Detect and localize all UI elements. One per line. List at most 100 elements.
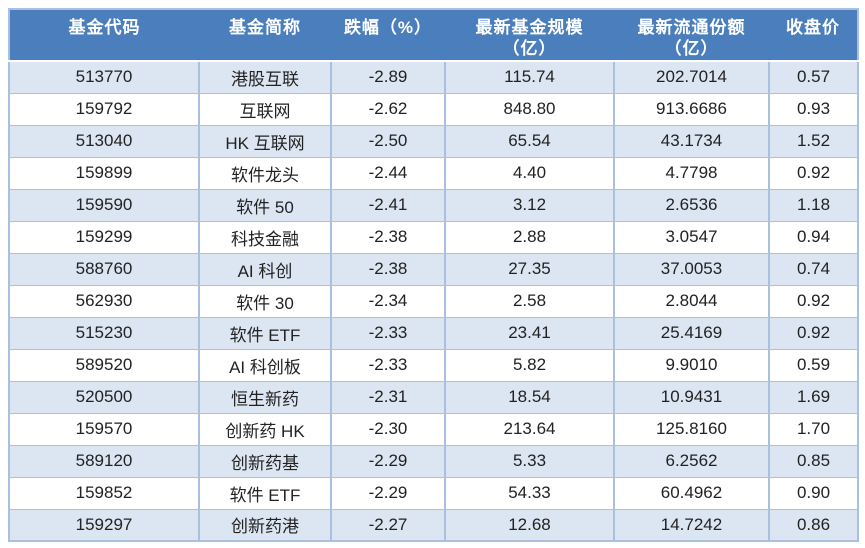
cell-fund-code: 159852 — [8, 476, 200, 510]
cell-decline-pct: -2.31 — [330, 380, 446, 414]
cell-close-price: 0.92 — [768, 156, 859, 190]
table-row: 589520 AI 科创板 -2.33 5.82 9.9010 0.59 — [8, 348, 859, 382]
cell-circulating-shares: 2.8044 — [613, 284, 770, 318]
cell-fund-code: 159792 — [8, 92, 200, 126]
cell-fund-code: 589520 — [8, 348, 200, 382]
cell-close-price: 0.74 — [768, 252, 859, 286]
cell-circulating-shares: 202.7014 — [613, 60, 770, 94]
cell-circulating-shares: 3.0547 — [613, 220, 770, 254]
cell-fund-name: 软件 30 — [198, 284, 332, 318]
cell-decline-pct: -2.89 — [330, 60, 446, 94]
table-row: 520500 恒生新药 -2.31 18.54 10.9431 1.69 — [8, 380, 859, 414]
cell-fund-size: 18.54 — [444, 380, 615, 414]
cell-decline-pct: -2.62 — [330, 92, 446, 126]
cell-close-price: 0.94 — [768, 220, 859, 254]
cell-circulating-shares: 9.9010 — [613, 348, 770, 382]
cell-close-price: 0.93 — [768, 92, 859, 126]
cell-circulating-shares: 6.2562 — [613, 444, 770, 478]
table-row: 159852 软件 ETF -2.29 54.33 60.4962 0.90 — [8, 476, 859, 510]
cell-fund-code: 159570 — [8, 412, 200, 446]
cell-fund-name: 软件 50 — [198, 188, 332, 222]
header-row: 基金代码 基金简称 跌幅（%） 最新基金规模 （亿） 最新流通份额 （ — [9, 9, 858, 62]
col-header-fund-size: 最新基金规模 （亿） — [445, 9, 614, 62]
cell-fund-code: 159899 — [8, 156, 200, 190]
cell-close-price: 0.92 — [768, 316, 859, 350]
table-row: 513770 港股互联 -2.89 115.74 202.7014 0.57 — [8, 60, 859, 94]
table-row: 515230 软件 ETF -2.33 23.41 25.4169 0.92 — [8, 316, 859, 350]
cell-decline-pct: -2.29 — [330, 444, 446, 478]
cell-close-price: 0.59 — [768, 348, 859, 382]
cell-fund-size: 65.54 — [444, 124, 615, 158]
cell-fund-size: 23.41 — [444, 316, 615, 350]
table-row: 159297 创新药港 -2.27 12.68 14.7242 0.86 — [8, 508, 859, 542]
cell-fund-size: 4.40 — [444, 156, 615, 190]
cell-fund-name: AI 科创板 — [198, 348, 332, 382]
col-header-fund-code: 基金代码 — [9, 9, 199, 62]
cell-fund-code: 159299 — [8, 220, 200, 254]
cell-fund-code: 513040 — [8, 124, 200, 158]
table-row: 159590 软件 50 -2.41 3.12 2.6536 1.18 — [8, 188, 859, 222]
cell-fund-name: 港股互联 — [198, 60, 332, 94]
cell-close-price: 1.18 — [768, 188, 859, 222]
cell-fund-size: 2.58 — [444, 284, 615, 318]
cell-decline-pct: -2.30 — [330, 412, 446, 446]
cell-fund-name: 创新药港 — [198, 508, 332, 542]
cell-decline-pct: -2.33 — [330, 348, 446, 382]
cell-decline-pct: -2.38 — [330, 252, 446, 286]
cell-close-price: 0.90 — [768, 476, 859, 510]
cell-fund-name: 科技金融 — [198, 220, 332, 254]
cell-close-price: 0.86 — [768, 508, 859, 542]
cell-circulating-shares: 43.1734 — [613, 124, 770, 158]
cell-decline-pct: -2.38 — [330, 220, 446, 254]
cell-fund-code: 515230 — [8, 316, 200, 350]
cell-circulating-shares: 10.9431 — [613, 380, 770, 414]
cell-fund-name: 创新药 HK — [198, 412, 332, 446]
cell-fund-code: 588760 — [8, 252, 200, 286]
cell-fund-size: 3.12 — [444, 188, 615, 222]
col-header-close-price: 收盘价 — [769, 9, 858, 62]
fund-table: 基金代码 基金简称 跌幅（%） 最新基金规模 （亿） 最新流通份额 （ — [8, 8, 859, 542]
cell-decline-pct: -2.50 — [330, 124, 446, 158]
cell-fund-name: 互联网 — [198, 92, 332, 126]
cell-decline-pct: -2.41 — [330, 188, 446, 222]
cell-fund-name: HK 互联网 — [198, 124, 332, 158]
col-header-sublabel: （亿） — [664, 39, 719, 58]
cell-fund-size: 115.74 — [444, 60, 615, 94]
cell-fund-name: 创新药基 — [198, 444, 332, 478]
cell-close-price: 0.85 — [768, 444, 859, 478]
col-header-label: 最新流通份额 — [637, 18, 746, 37]
cell-decline-pct: -2.44 — [330, 156, 446, 190]
cell-circulating-shares: 2.6536 — [613, 188, 770, 222]
cell-fund-size: 5.82 — [444, 348, 615, 382]
cell-decline-pct: -2.27 — [330, 508, 446, 542]
cell-circulating-shares: 37.0053 — [613, 252, 770, 286]
table-row: 513040 HK 互联网 -2.50 65.54 43.1734 1.52 — [8, 124, 859, 158]
col-header-label: 跌幅（%） — [343, 18, 433, 37]
cell-fund-code: 520500 — [8, 380, 200, 414]
cell-circulating-shares: 4.7798 — [613, 156, 770, 190]
cell-close-price: 1.69 — [768, 380, 859, 414]
col-header-fund-name: 基金简称 — [199, 9, 331, 62]
table-body: 513770 港股互联 -2.89 115.74 202.7014 0.57 1… — [8, 60, 859, 542]
cell-decline-pct: -2.34 — [330, 284, 446, 318]
cell-circulating-shares: 25.4169 — [613, 316, 770, 350]
cell-close-price: 0.57 — [768, 60, 859, 94]
cell-fund-name: 恒生新药 — [198, 380, 332, 414]
cell-decline-pct: -2.33 — [330, 316, 446, 350]
cell-fund-size: 213.64 — [444, 412, 615, 446]
table-row: 159299 科技金融 -2.38 2.88 3.0547 0.94 — [8, 220, 859, 254]
table-row: 159792 互联网 -2.62 848.80 913.6686 0.93 — [8, 92, 859, 126]
table-row: 159899 软件龙头 -2.44 4.40 4.7798 0.92 — [8, 156, 859, 190]
col-header-circulating-shares: 最新流通份额 （亿） — [614, 9, 769, 62]
cell-fund-size: 5.33 — [444, 444, 615, 478]
cell-fund-code: 159590 — [8, 188, 200, 222]
table-row: 588760 AI 科创 -2.38 27.35 37.0053 0.74 — [8, 252, 859, 286]
cell-circulating-shares: 14.7242 — [613, 508, 770, 542]
cell-fund-name: AI 科创 — [198, 252, 332, 286]
cell-fund-size: 54.33 — [444, 476, 615, 510]
col-header-label: 收盘价 — [786, 18, 840, 37]
col-header-label: 最新基金规模 — [475, 18, 584, 37]
col-header-label: 基金代码 — [68, 18, 141, 37]
cell-fund-name: 软件 ETF — [198, 476, 332, 510]
